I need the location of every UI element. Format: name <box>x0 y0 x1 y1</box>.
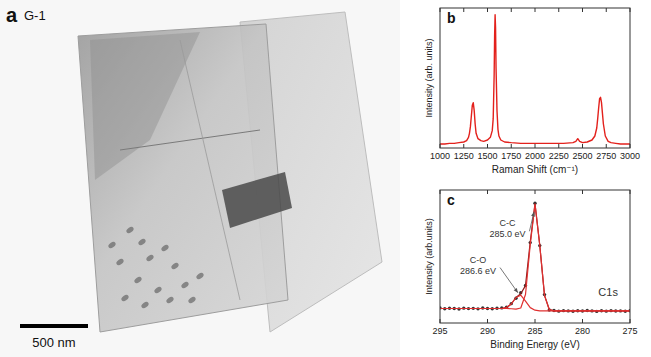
x-axis-label: Binding Energy (eV) <box>490 339 580 350</box>
x-tick <box>440 8 441 12</box>
x-tick <box>630 319 631 323</box>
x-tick-label: 290 <box>480 326 495 336</box>
plot-area <box>440 202 630 313</box>
tem-background <box>0 0 400 357</box>
x-tick <box>582 190 583 194</box>
x-tick-label: 1500 <box>477 151 497 161</box>
x-tick <box>630 8 631 12</box>
x-tick <box>487 8 488 12</box>
tem-spot <box>125 226 134 235</box>
plot-frame <box>440 190 630 323</box>
data-line <box>440 15 630 144</box>
tem-spot <box>153 286 162 295</box>
x-tick <box>511 144 512 148</box>
tem-image: a G-1 500 nm <box>0 0 400 357</box>
x-tick <box>440 144 441 148</box>
x-tick-label: 2500 <box>572 151 592 161</box>
x-tick <box>487 190 488 194</box>
plot-frame <box>440 8 630 148</box>
tem-spot <box>120 294 129 303</box>
x-tick-label: 1000 <box>430 151 450 161</box>
x-tick <box>558 144 559 148</box>
x-tick-label: 285 <box>527 326 542 336</box>
flake-edge <box>180 40 240 300</box>
scale-bar <box>20 324 88 328</box>
x-tick <box>582 319 583 323</box>
tem-spot <box>107 241 116 250</box>
x-tick <box>535 8 536 12</box>
x-tick <box>511 8 512 12</box>
tem-spot <box>195 272 204 281</box>
x-tick <box>440 319 441 323</box>
annotation-pointer <box>500 268 518 293</box>
flake-edge <box>120 130 260 150</box>
annotation: C1s <box>598 286 618 298</box>
x-tick-label: 2250 <box>549 151 569 161</box>
x-tick <box>463 8 464 12</box>
x-tick <box>606 144 607 148</box>
y-axis-label: Intensity (arb.units) <box>424 218 434 295</box>
x-tick <box>582 144 583 148</box>
plot-area <box>440 15 630 144</box>
x-tick <box>630 190 631 194</box>
x-tick-label: 1750 <box>501 151 521 161</box>
tem-spot <box>187 296 196 305</box>
data-line <box>440 204 630 311</box>
x-tick-label: 1250 <box>454 151 474 161</box>
chart: 295 290 285 280 275 Binding Energy (eV) Intens… <box>424 190 638 350</box>
annotation: 285.0 eV <box>489 229 525 239</box>
panel-label: c <box>447 192 455 208</box>
x-tick <box>535 319 536 323</box>
x-tick <box>582 8 583 12</box>
tem-spot <box>145 254 154 263</box>
tem-spot <box>140 301 149 310</box>
chart: 100012501500175020002250250027503000Rama… <box>424 8 640 175</box>
x-tick <box>630 144 631 148</box>
flake-fold <box>222 172 292 228</box>
x-tick <box>440 190 441 194</box>
x-tick <box>487 319 488 323</box>
scale-bar-label: 500 nm <box>32 335 75 350</box>
panel-label: b <box>447 10 456 26</box>
tem-spot <box>160 244 169 253</box>
x-tick-label: 295 <box>432 326 447 336</box>
panel-label: a <box>6 4 18 26</box>
x-tick-label: 2000 <box>525 151 545 161</box>
annotation: C-C <box>499 218 515 228</box>
x-axis-label: Raman Shift (cm⁻¹) <box>492 164 578 175</box>
annotation-pointer <box>529 212 534 232</box>
tem-spot <box>133 276 142 285</box>
x-tick-label: 2750 <box>596 151 616 161</box>
annotation-arrowhead <box>514 288 518 293</box>
x-tick-label: 275 <box>622 326 637 336</box>
flake <box>78 24 288 332</box>
x-tick <box>558 8 559 12</box>
tem-spot <box>115 258 124 267</box>
panel-title: G-1 <box>24 8 46 23</box>
x-tick <box>606 8 607 12</box>
x-tick <box>535 144 536 148</box>
annotation: C-O <box>470 255 487 265</box>
x-tick <box>463 144 464 148</box>
x-tick <box>535 190 536 194</box>
data-line <box>440 204 630 311</box>
annotation: 286.6 eV <box>460 266 496 276</box>
y-axis-label: Intensity (arb. units) <box>424 38 434 117</box>
figure: aG-1500 nm100012501500175020002250250027… <box>0 0 651 357</box>
tem-spot <box>165 296 174 305</box>
x-tick-label: 280 <box>575 326 590 336</box>
tem-spot <box>180 281 189 290</box>
tem-spot <box>137 238 146 247</box>
annotation-arrowhead <box>531 212 535 217</box>
x-tick <box>487 144 488 148</box>
x-tick-label: 3000 <box>620 151 640 161</box>
tem-spot <box>170 262 179 271</box>
